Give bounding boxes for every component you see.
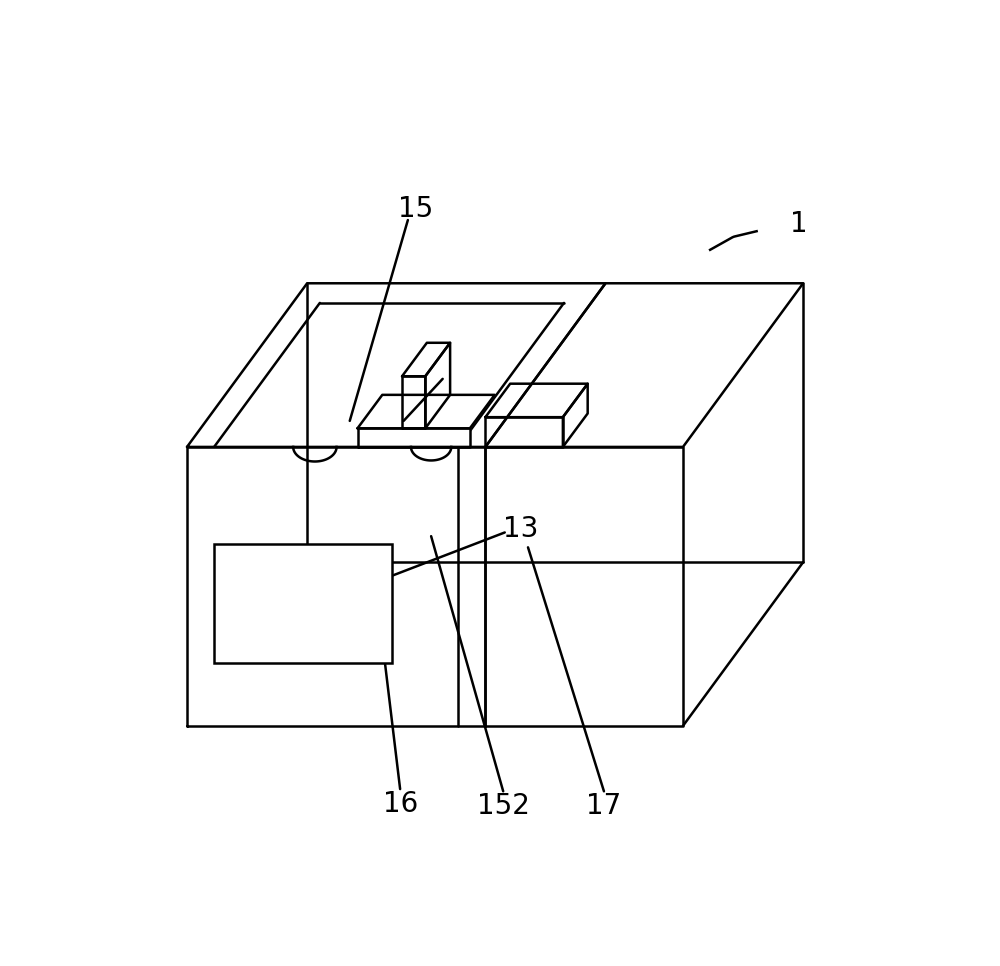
Polygon shape bbox=[402, 376, 425, 428]
Polygon shape bbox=[187, 283, 606, 447]
Polygon shape bbox=[563, 384, 588, 447]
Polygon shape bbox=[402, 343, 450, 376]
Polygon shape bbox=[485, 417, 563, 447]
Text: 17: 17 bbox=[586, 792, 622, 820]
Text: 13: 13 bbox=[503, 515, 538, 543]
Polygon shape bbox=[485, 447, 683, 725]
Polygon shape bbox=[485, 283, 803, 447]
Text: 152: 152 bbox=[477, 792, 530, 820]
Text: 15: 15 bbox=[398, 195, 433, 223]
Text: 1: 1 bbox=[790, 210, 808, 238]
Text: 16: 16 bbox=[382, 790, 418, 818]
Polygon shape bbox=[358, 395, 495, 428]
Bar bbox=[214, 544, 392, 663]
Polygon shape bbox=[485, 384, 588, 417]
Polygon shape bbox=[187, 447, 485, 725]
Polygon shape bbox=[425, 343, 450, 428]
Polygon shape bbox=[358, 428, 470, 447]
